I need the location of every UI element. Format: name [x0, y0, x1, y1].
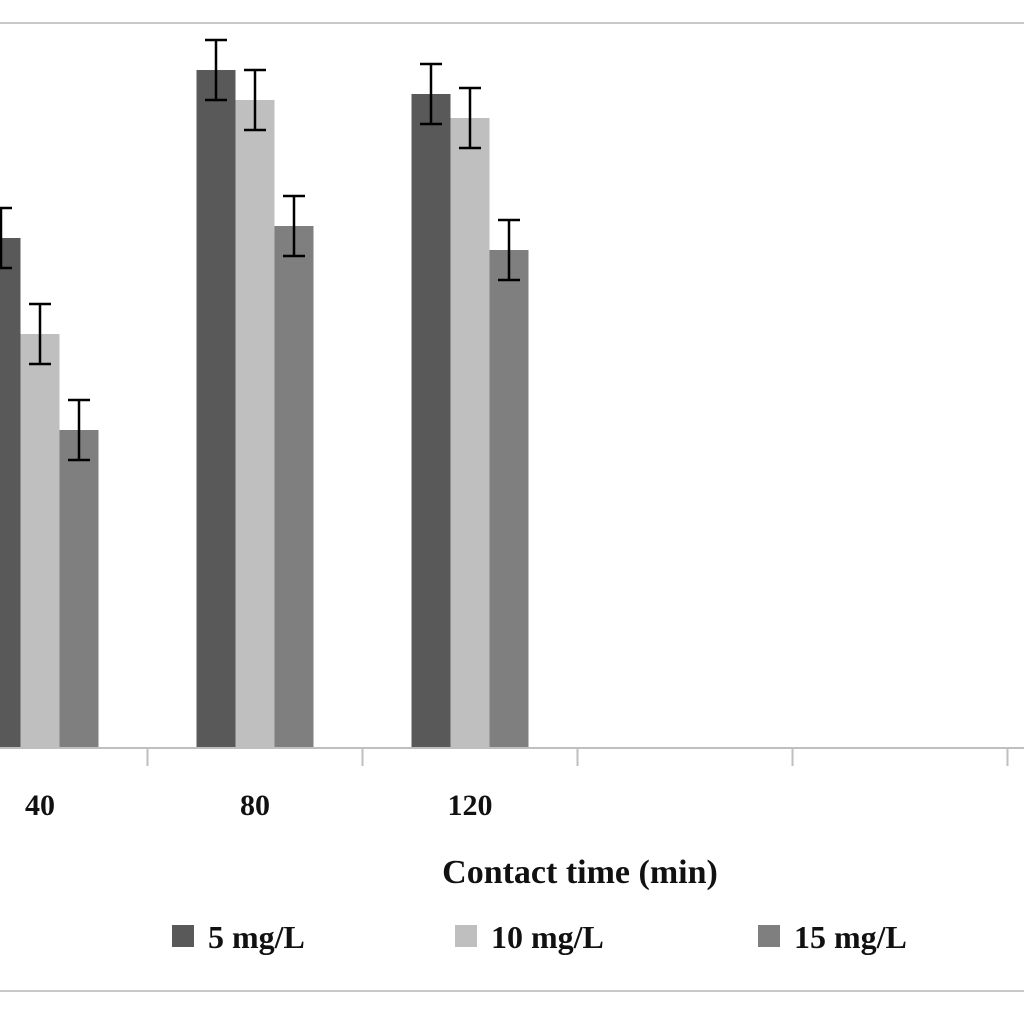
- bar-15-mg-l: [59, 430, 99, 748]
- legend-swatch: [455, 925, 477, 947]
- bar-10-mg-l: [450, 118, 490, 748]
- x-tick-label: 80: [240, 789, 270, 822]
- legend-label: 15 mg/L: [794, 919, 907, 955]
- legend: 5 mg/L 10 mg/L 15 mg/L: [172, 919, 907, 955]
- legend-label: 5 mg/L: [208, 919, 305, 955]
- x-tick-labels: 40 80 120: [25, 789, 493, 822]
- x-axis-title: Contact time (min): [442, 854, 718, 891]
- bar-10-mg-l: [235, 100, 275, 748]
- bar-5-mg-l: [196, 70, 236, 748]
- bars-layer: [0, 70, 529, 748]
- x-tick-label: 40: [25, 789, 55, 822]
- bar-5-mg-l: [0, 238, 21, 748]
- legend-label: 10 mg/L: [491, 919, 604, 955]
- bar-15-mg-l: [274, 226, 314, 748]
- error-bars-layer: [0, 38, 520, 462]
- bar-10-mg-l: [20, 334, 60, 748]
- bar-15-mg-l: [489, 250, 529, 748]
- bar-5-mg-l: [411, 94, 451, 748]
- x-tick-label: 120: [448, 789, 493, 822]
- x-axis-ticks: [146, 748, 1009, 766]
- legend-swatch: [758, 925, 780, 947]
- legend-swatch: [172, 925, 194, 947]
